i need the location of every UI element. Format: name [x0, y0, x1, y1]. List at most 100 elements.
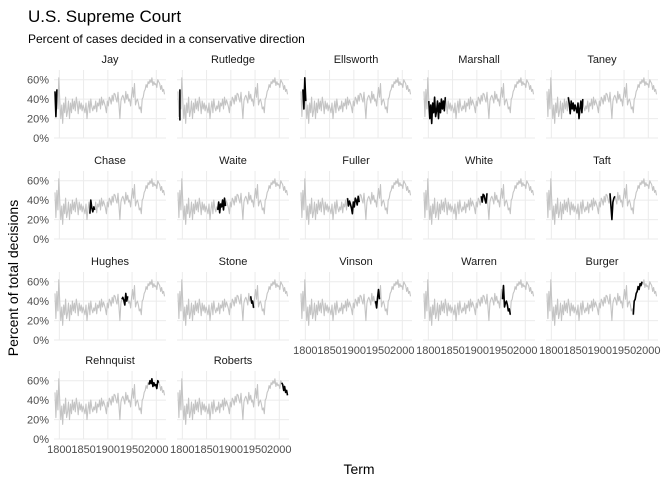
x-tick-label: 1850 [71, 444, 95, 456]
panel-taft: Taft [546, 155, 658, 240]
series-line-taft [609, 193, 616, 221]
panel-strip-label: Waite [219, 155, 247, 167]
panel-hughes: Hughes 0% 20% 40% 60% [27, 256, 166, 347]
panel-warren: Warren 1800 1850 1900 1950 2000 [416, 256, 537, 357]
panel-burger: Burger 1800 1850 1900 1950 2000 [539, 256, 660, 357]
series-line-chase [89, 199, 96, 214]
panel-strip-label: Rehnquist [85, 355, 135, 367]
series-line-marshall [428, 96, 447, 125]
series-line-waite [216, 197, 227, 214]
y-tick-label: 0% [33, 234, 49, 246]
series-line-all-terms [423, 77, 535, 124]
series-line-vinson [374, 288, 381, 309]
panel-strip-label: Stone [219, 256, 248, 268]
panel-chase: Chase 0% 20% 40% 60% [27, 155, 166, 246]
series-line-burger [632, 281, 643, 315]
x-tick-label: 1800 [170, 444, 194, 456]
x-tick-label: 1900 [219, 444, 243, 456]
series-line-all-terms [423, 178, 535, 225]
panel-fuller: Fuller [300, 155, 412, 240]
panel-strip-label: Roberts [214, 355, 253, 367]
y-tick-label: 0% [33, 434, 49, 446]
panel-strip-label: Chase [94, 155, 126, 167]
panel-strip-label: Warren [461, 256, 497, 268]
series-line-all-terms [177, 77, 289, 124]
panel-strip-label: Taft [593, 155, 611, 167]
y-tick-label: 60% [27, 176, 49, 188]
y-tick-label: 0% [33, 335, 49, 347]
x-tick-label: 1800 [416, 345, 440, 357]
series-line-all-terms [177, 279, 289, 326]
x-tick-label: 1800 [293, 345, 317, 357]
series-line-all-terms [546, 77, 658, 124]
panel-waite: Waite [177, 155, 289, 240]
panel-jay: Jay 0% 20% 40% 60% [27, 54, 166, 145]
panel-marshall: Marshall [423, 54, 535, 139]
series-line-all-terms [300, 77, 412, 124]
x-tick-label: 1950 [489, 345, 513, 357]
x-tick-label: 1800 [47, 444, 71, 456]
panel-strip-label: Jay [101, 54, 119, 66]
panel-strip-label: Marshall [458, 54, 500, 66]
panel-taney: Taney [546, 54, 658, 139]
x-tick-label: 2000 [267, 444, 291, 456]
series-line-roberts [280, 382, 289, 396]
x-tick-label: 1900 [465, 345, 489, 357]
series-line-jay [54, 89, 58, 118]
x-tick-label: 1850 [440, 345, 464, 357]
panel-strip-label: Fuller [342, 155, 370, 167]
panel-strip-label: Ellsworth [334, 54, 379, 66]
series-line-all-terms [546, 178, 658, 225]
y-tick-label: 20% [27, 316, 49, 328]
y-tick-label: 60% [27, 277, 49, 289]
y-tick-label: 60% [27, 376, 49, 388]
panel-strip-label: Hughes [91, 256, 129, 268]
x-tick-label: 1850 [317, 345, 341, 357]
series-line-fuller [346, 195, 360, 215]
panel-vinson: Vinson 1800 1850 1900 1950 2000 [293, 256, 414, 357]
x-tick-label: 1850 [563, 345, 587, 357]
chart-title: U.S. Supreme Court [28, 7, 181, 26]
y-tick-label: 60% [27, 75, 49, 87]
series-line-all-terms [300, 279, 412, 326]
x-tick-label: 1950 [120, 444, 144, 456]
series-line-all-terms [177, 178, 289, 225]
x-axis-title: Term [343, 461, 374, 477]
y-tick-label: 40% [27, 395, 49, 407]
x-tick-label: 2000 [390, 345, 414, 357]
panel-strip-label: Taney [587, 54, 617, 66]
panel-stone: Stone [177, 256, 289, 341]
x-tick-label: 2000 [636, 345, 660, 357]
series-line-all-terms [423, 279, 535, 326]
y-tick-label: 20% [27, 215, 49, 227]
panel-strip-label: White [465, 155, 493, 167]
y-tick-label: 20% [27, 415, 49, 427]
series-line-all-terms [54, 279, 166, 326]
panel-white: White [423, 155, 535, 240]
series-line-all-terms [54, 77, 166, 124]
series-line-hughes [121, 292, 129, 306]
x-tick-label: 1850 [194, 444, 218, 456]
x-tick-label: 1950 [612, 345, 636, 357]
x-tick-label: 2000 [144, 444, 168, 456]
series-line-all-terms [177, 378, 289, 425]
x-tick-label: 1800 [539, 345, 563, 357]
series-line-white [480, 193, 488, 204]
x-tick-label: 2000 [513, 345, 537, 357]
y-tick-label: 20% [27, 114, 49, 126]
panel-rehnquist: Rehnquist 0% 20% 40% 60% 1800 1850 1900 1950 2000 [27, 355, 169, 456]
x-tick-label: 1900 [588, 345, 612, 357]
y-tick-label: 40% [27, 296, 49, 308]
panel-rutledge: Rutledge [177, 54, 289, 139]
panel-strip-label: Rutledge [211, 54, 255, 66]
panel-ellsworth: Ellsworth [300, 54, 412, 139]
y-tick-label: 0% [33, 133, 49, 145]
x-tick-label: 1950 [366, 345, 390, 357]
series-line-stone [249, 296, 255, 309]
x-tick-label: 1900 [342, 345, 366, 357]
facet-panels: Jay 0% 20% 40% 60% Rutledge Ellsworth Marshall T… [27, 54, 661, 456]
series-line-warren [501, 284, 512, 315]
x-tick-label: 1950 [243, 444, 267, 456]
y-tick-label: 40% [27, 195, 49, 207]
